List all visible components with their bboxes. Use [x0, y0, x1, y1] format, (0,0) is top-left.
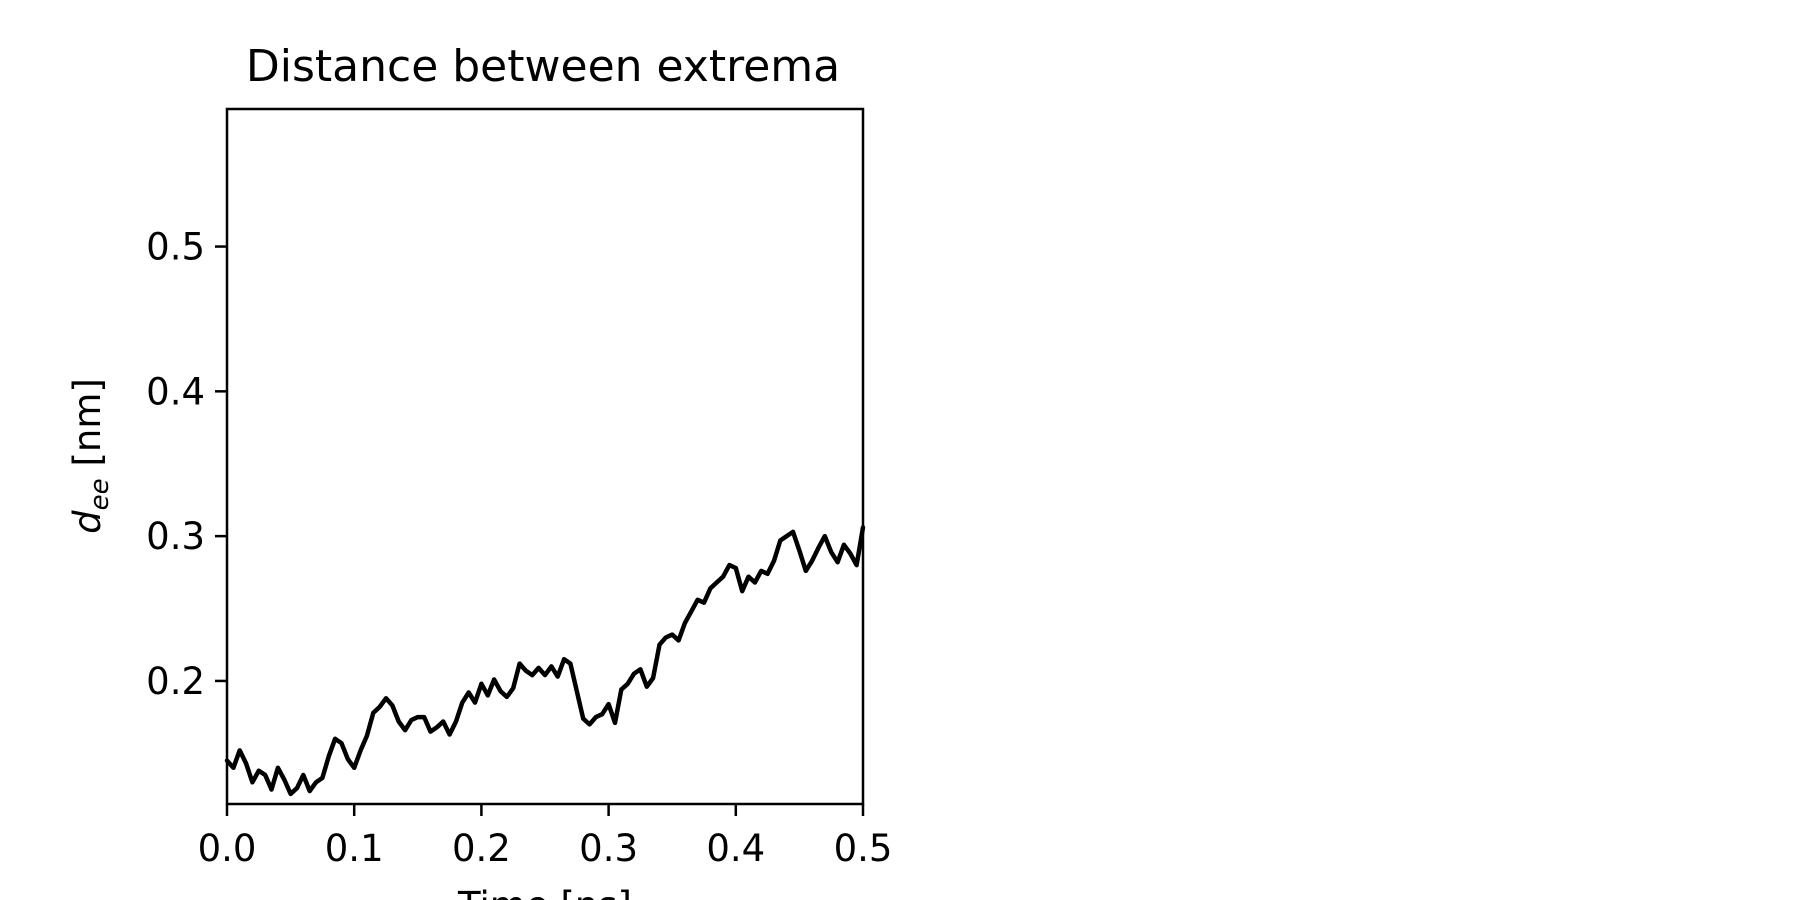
x-axis: 0.0 0.1 0.2 0.3 0.4 0.5: [198, 804, 893, 870]
y-axis-label-unit: [nm]: [66, 378, 109, 478]
y-axis-label-symbol: d: [66, 510, 109, 534]
y-axis-label: dee [nm]: [66, 378, 115, 534]
plot-area: [224, 525, 866, 797]
x-tick-label: 0.3: [579, 827, 638, 870]
y-tick-label: 0.2: [146, 660, 205, 703]
chart-title: Distance between extrema: [246, 41, 840, 92]
y-tick-label: 0.3: [146, 515, 205, 558]
y-tick-label: 0.4: [146, 370, 205, 413]
x-tick-label: 0.4: [706, 827, 765, 870]
x-tick-label: 0.1: [325, 827, 384, 870]
y-axis: 0.2 0.3 0.4 0.5: [146, 226, 227, 703]
y-tick-label: 0.5: [146, 226, 205, 269]
x-tick-label: 0.5: [834, 827, 893, 870]
x-tick-label: 0.0: [198, 827, 257, 870]
x-tick-label: 0.2: [452, 827, 511, 870]
y-axis-label-subscript: ee: [85, 478, 115, 510]
series-line: [224, 525, 866, 797]
plot-frame: [225, 107, 865, 806]
x-axis-label: Time [ns]: [457, 884, 632, 900]
